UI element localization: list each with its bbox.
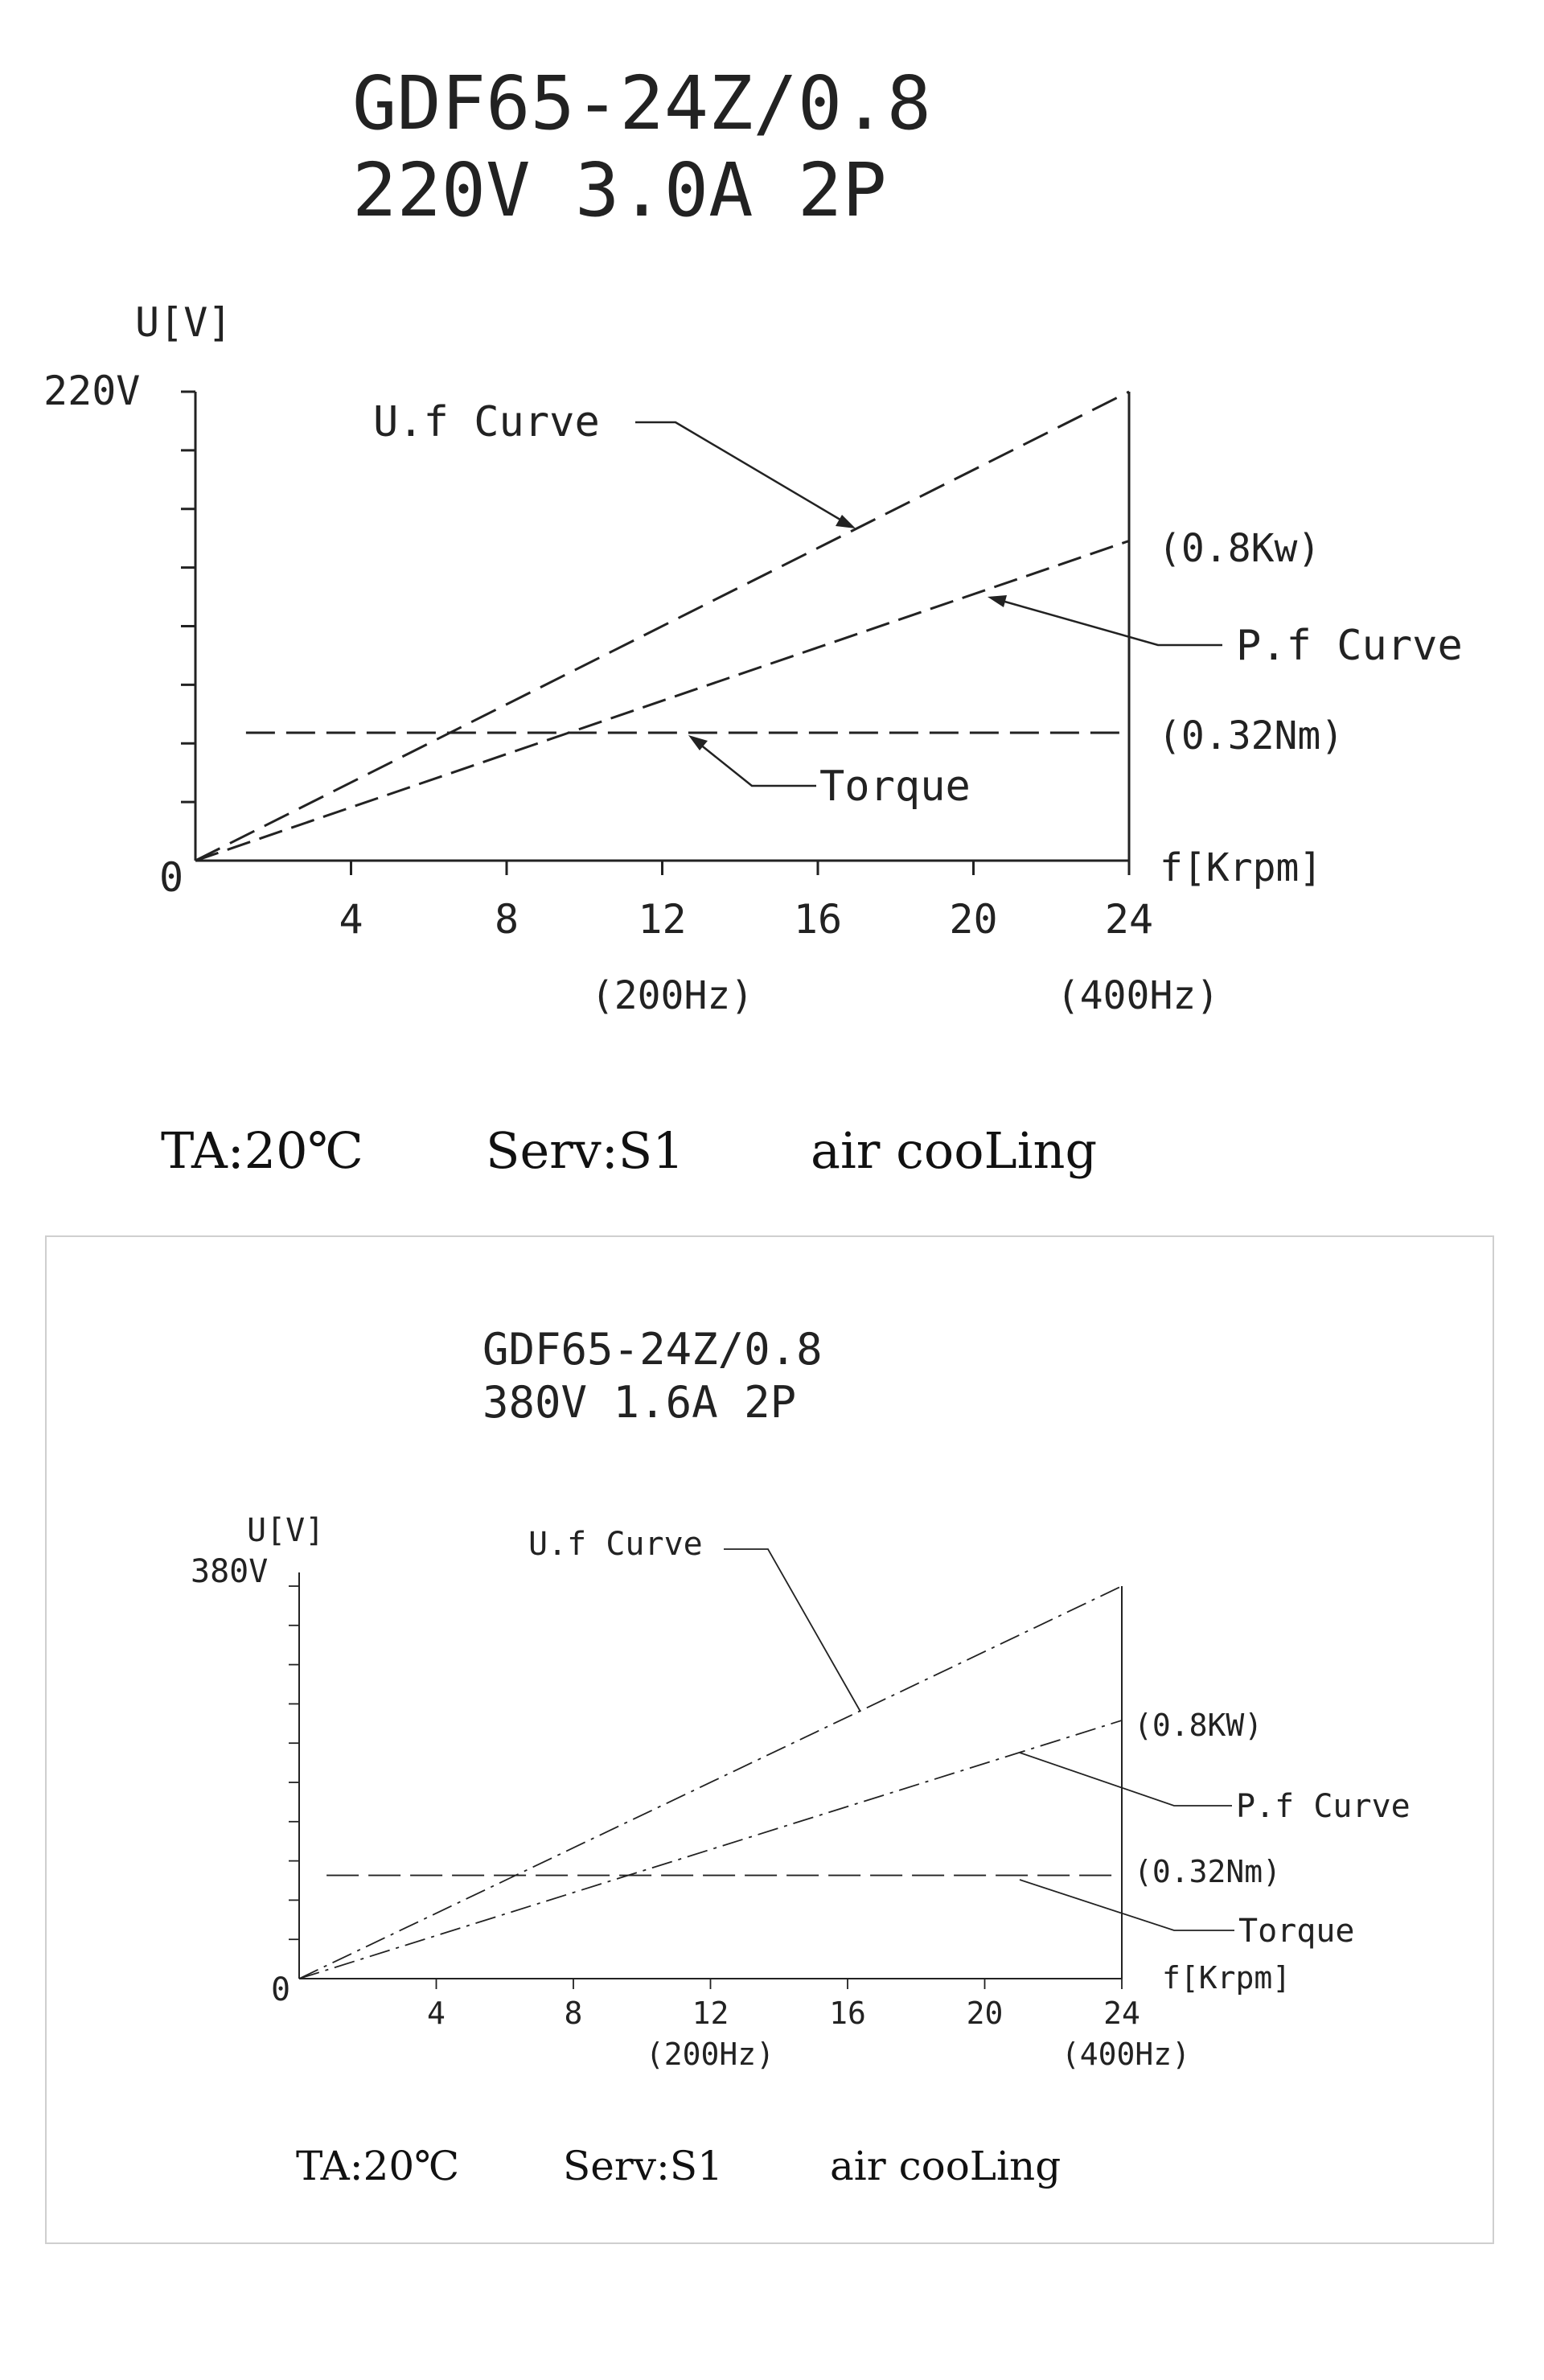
y-max-label: 220V <box>43 368 140 414</box>
footer-ta: TA:20℃ <box>296 2143 459 2189</box>
y-tick-marks <box>181 390 195 804</box>
pf-curve-label: P.f Curve <box>1236 622 1463 670</box>
pf-curve-label: P.f Curve <box>1236 1788 1411 1825</box>
x-tick-label: 8 <box>495 896 519 943</box>
x-tick-label: 16 <box>794 896 842 943</box>
pf-curve-arrow <box>988 595 1007 607</box>
footer-serv: Serv:S1 <box>563 2143 723 2189</box>
torque-end-label: (0.32Nm) <box>1158 713 1344 758</box>
x-tick-label: 8 <box>565 1996 583 2031</box>
uf-curve-line <box>298 1585 1123 1979</box>
torque-arrow <box>688 735 708 750</box>
pf-curve-leader <box>990 596 1222 647</box>
torque-leader <box>1019 1879 1234 1931</box>
torque-end-label: (0.32Nm) <box>1134 1854 1281 1889</box>
x-tick-label: 4 <box>339 896 363 943</box>
power-end-label: (0.8Kw) <box>1158 526 1320 571</box>
uf-curve-line <box>195 390 1130 862</box>
uf-curve-arrow <box>836 515 856 528</box>
chart-220v: GDF65-24Z/0.8 220V 3.0A 2P U[V] 220V 0 4… <box>43 60 1463 1180</box>
footer-serv: Serv:S1 <box>486 1121 684 1180</box>
freq-label-200hz: (200Hz) <box>646 2037 774 2072</box>
pf-curve-line <box>298 1720 1123 1979</box>
x-tick-label: 16 <box>829 1996 866 2031</box>
y-axis-label: U[V] <box>247 1512 324 1549</box>
y-max-label: 380V <box>191 1553 268 1590</box>
uf-curve-leader <box>635 421 853 528</box>
x-tick-marks: 4 8 12 16 20 24 <box>339 861 1153 943</box>
x-tick-label: 20 <box>949 896 997 943</box>
torque-label: Torque <box>1238 1913 1355 1950</box>
footer-ta: TA:20℃ <box>161 1121 363 1180</box>
uf-curve-label: U.f Curve <box>373 398 600 446</box>
chart-subtitle: 220V 3.0A 2P <box>352 147 887 233</box>
x-tick-label: 24 <box>1103 1996 1140 2031</box>
chart-title: GDF65-24Z/0.8 <box>482 1324 823 1375</box>
pf-curve-leader <box>1019 1752 1232 1807</box>
x-axis-label: f[Krpm] <box>1160 845 1322 890</box>
origin-label: 0 <box>271 1971 290 2008</box>
x-tick-label: 12 <box>692 1996 729 2031</box>
y-tick-marks <box>289 1585 299 1941</box>
pf-curve-line <box>195 540 1130 862</box>
x-tick-label: 20 <box>967 1996 1004 2031</box>
torque-label: Torque <box>819 763 971 811</box>
footer-cooling: air cooLing <box>811 1121 1097 1180</box>
x-tick-label: 4 <box>427 1996 446 2031</box>
x-tick-label: 12 <box>638 896 686 943</box>
chart-title: GDF65-24Z/0.8 <box>352 60 931 146</box>
freq-label-400hz: (400Hz) <box>1062 2037 1190 2072</box>
torque-leader <box>691 737 816 787</box>
chart-380v: GDF65-24Z/0.8 380V 1.6A 2P U[V] 380V 0 4… <box>191 1324 1411 2189</box>
uf-curve-label: U.f Curve <box>528 1526 703 1563</box>
origin-label: 0 <box>159 854 183 901</box>
lower-panel <box>45 1235 1494 2244</box>
chart-subtitle: 380V 1.6A 2P <box>482 1377 796 1428</box>
freq-label-400hz: (400Hz) <box>1057 973 1219 1018</box>
x-axis-label: f[Krpm] <box>1162 1960 1291 1996</box>
series-lines <box>195 390 1130 862</box>
series-lines <box>298 1585 1123 1979</box>
footer-cooling: air cooLing <box>830 2143 1061 2189</box>
y-axis-label: U[V] <box>135 299 232 346</box>
uf-curve-leader <box>724 1548 861 1712</box>
x-tick-label: 24 <box>1105 896 1153 943</box>
x-tick-marks: 4 8 12 16 20 24 <box>427 1979 1140 2031</box>
freq-label-200hz: (200Hz) <box>591 973 754 1018</box>
power-end-label: (0.8KW) <box>1134 1708 1263 1743</box>
